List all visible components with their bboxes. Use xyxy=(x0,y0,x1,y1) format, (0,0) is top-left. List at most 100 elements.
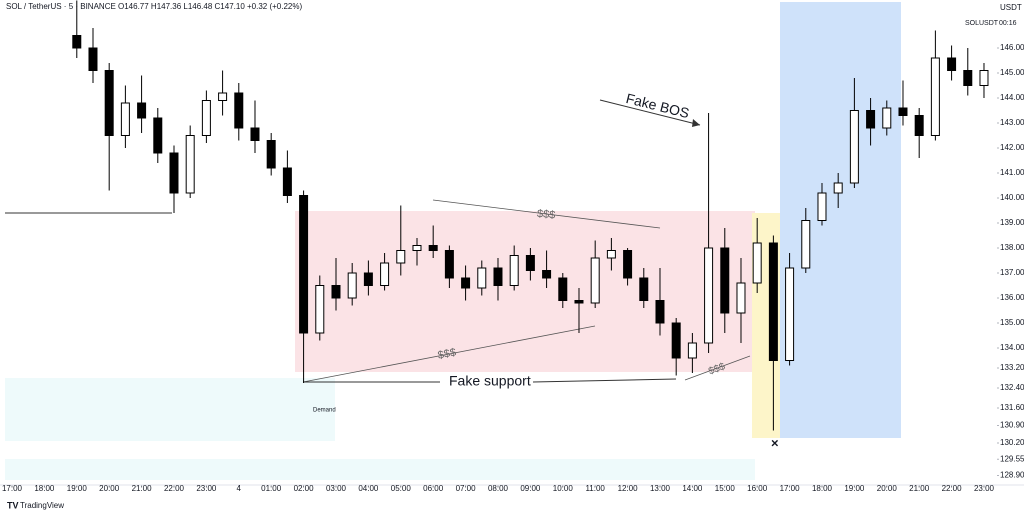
fake-bos-label: Fake BOS xyxy=(624,90,691,121)
candle-body xyxy=(234,92,244,129)
y-tick-label: 128.90 xyxy=(1000,471,1024,480)
candle-body xyxy=(137,102,147,119)
x-tick-label: 19:00 xyxy=(67,484,88,493)
candle-body xyxy=(768,242,778,361)
candle-body xyxy=(704,247,714,344)
candle-body xyxy=(88,47,98,71)
x-tick-label: 12:00 xyxy=(618,484,639,493)
x-tick-label: 22:00 xyxy=(942,484,963,493)
candle-body xyxy=(299,195,309,334)
demand-label: Demand xyxy=(313,408,336,414)
lower-zone xyxy=(5,459,755,480)
candle-body xyxy=(250,127,260,141)
x-tick-label: 20:00 xyxy=(877,484,898,493)
time-axis xyxy=(0,485,1024,516)
y-tick-label: 135.00 xyxy=(1000,318,1024,327)
candle-body xyxy=(752,242,762,284)
y-tick-label: 136.00 xyxy=(1000,293,1024,302)
y-tick-label: 131.60 xyxy=(1000,403,1024,412)
x-tick-label: 04:00 xyxy=(358,484,379,493)
trend-line xyxy=(432,199,661,229)
candle-body xyxy=(849,110,859,184)
chart-title: SOL / TetherUS · 5 · BINANCE xyxy=(6,2,116,11)
candle-body xyxy=(396,250,406,264)
candle-body xyxy=(331,285,341,299)
demand-zone xyxy=(5,378,335,441)
candle-body xyxy=(153,117,163,154)
x-tick-label: 17:00 xyxy=(2,484,23,493)
x-tick-label: 16:00 xyxy=(747,484,768,493)
x-tick-label: 21:00 xyxy=(909,484,930,493)
candle-body xyxy=(493,267,503,286)
candle-body xyxy=(687,342,697,359)
x-tick-label: 02:00 xyxy=(294,484,315,493)
candle-body xyxy=(380,262,390,286)
x-tick-label: 13:00 xyxy=(650,484,671,493)
y-tick-label: 141.00 xyxy=(1000,168,1024,177)
y-tick-label: 134.00 xyxy=(1000,343,1024,352)
candle-body xyxy=(477,267,487,289)
candle-body xyxy=(623,250,633,279)
y-tick-label: 129.55 xyxy=(1000,454,1024,463)
candle-body xyxy=(461,277,471,289)
candle-body xyxy=(444,250,454,279)
invalidation-mark: × xyxy=(771,435,779,450)
x-tick-label: 23:00 xyxy=(196,484,217,493)
countdown: 00:16 xyxy=(999,20,1017,27)
y-tick-label: 142.00 xyxy=(1000,143,1024,152)
y-tick-label: 132.40 xyxy=(1000,383,1024,392)
candle-body xyxy=(979,70,989,86)
candle-body xyxy=(817,192,827,221)
candle-body xyxy=(185,135,195,194)
candle-body xyxy=(866,110,876,129)
range-zone xyxy=(295,211,755,372)
candle-body xyxy=(963,70,973,86)
candle-body xyxy=(428,245,438,251)
candle-body xyxy=(574,300,584,304)
logo: TV xyxy=(7,500,19,510)
x-tick-label: 18:00 xyxy=(34,484,55,493)
trend-line xyxy=(302,325,596,383)
candle-body xyxy=(266,140,276,169)
x-tick-label: 18:00 xyxy=(812,484,833,493)
x-tick-label: 06:00 xyxy=(423,484,444,493)
candle-body xyxy=(655,300,665,324)
candle-body xyxy=(736,282,746,314)
y-tick-label: 139.00 xyxy=(1000,218,1024,227)
x-tick-label: 17:00 xyxy=(780,484,801,493)
candle-body xyxy=(671,322,681,359)
x-tick-label: 23:00 xyxy=(974,484,995,493)
x-tick-label: 4 xyxy=(237,484,242,493)
arrow-head xyxy=(692,119,700,127)
candle-body xyxy=(347,272,357,299)
liquidity-label: $$$ xyxy=(536,208,555,222)
candle-body xyxy=(525,255,535,271)
x-tick-label: 20:00 xyxy=(99,484,120,493)
candle-body xyxy=(898,107,908,116)
ohlc-readout: O146.77 H147.36 L146.48 C147.10 +0.32 (+… xyxy=(118,2,302,11)
candle-body xyxy=(947,57,957,71)
x-tick-label: 01:00 xyxy=(261,484,282,493)
price-axis xyxy=(997,0,1024,485)
candle-body xyxy=(72,35,82,49)
candle-body xyxy=(509,255,519,286)
y-tick-label: 145.00 xyxy=(1000,68,1024,77)
y-tick-label: 133.20 xyxy=(1000,363,1024,372)
fake-support-label: Fake support xyxy=(449,373,531,389)
y-tick-label: 130.20 xyxy=(1000,438,1024,447)
x-tick-label: 14:00 xyxy=(682,484,703,493)
y-tick-label: 140.00 xyxy=(1000,193,1024,202)
candle-body xyxy=(542,270,552,279)
unit-label: USDT xyxy=(1000,3,1022,12)
plot xyxy=(72,0,989,431)
candle-body xyxy=(785,267,795,361)
y-tick-label: 143.00 xyxy=(1000,118,1024,127)
y-tick-label: 144.00 xyxy=(1000,93,1024,102)
candle-body xyxy=(720,247,730,314)
expansion-zone xyxy=(780,2,901,438)
y-tick-label: 137.00 xyxy=(1000,268,1024,277)
candle-body xyxy=(833,182,843,194)
candle-body xyxy=(914,115,924,136)
